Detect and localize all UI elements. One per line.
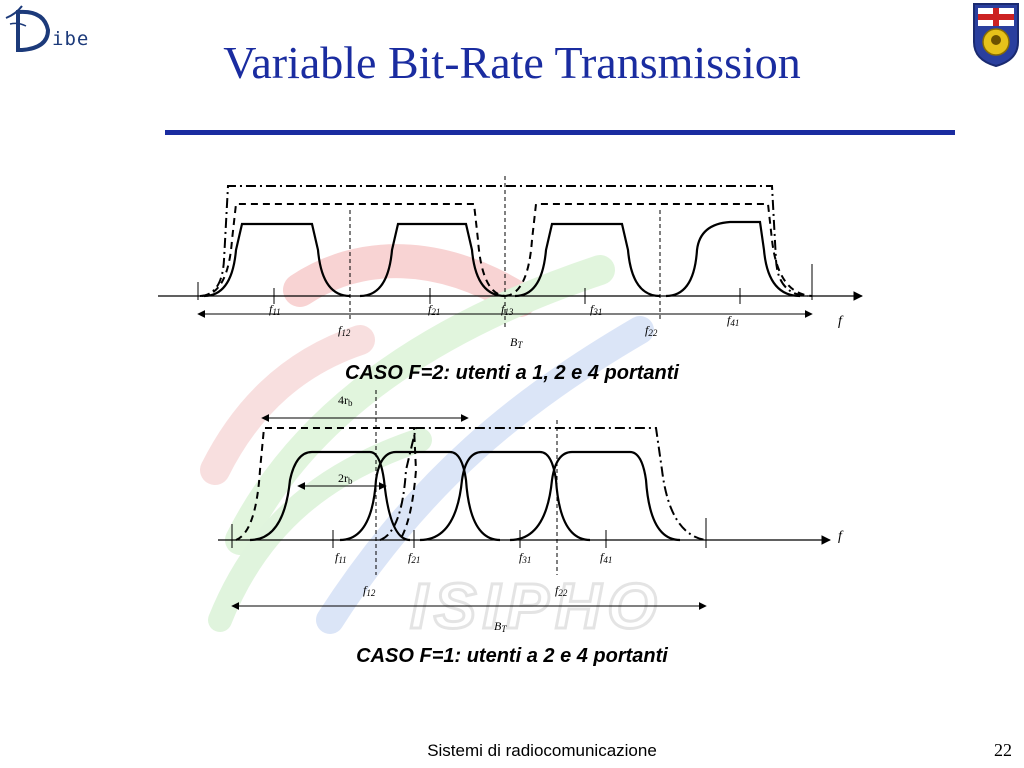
title-rule — [165, 130, 955, 135]
axis-label-f: f — [838, 314, 844, 329]
label-f21: f21 — [428, 302, 440, 317]
label-2rb: 2rb — [338, 471, 353, 486]
label-4rb: 4rb — [338, 393, 353, 408]
dibe-logo — [5, 5, 51, 52]
slide-title: Variable Bit-Rate Transmission — [223, 37, 801, 88]
label-f22: f22 — [645, 323, 658, 338]
label-f22: f22 — [555, 583, 568, 598]
top-labels: f11 f21 f13 f31 f41 f12 f22 BT f — [269, 302, 844, 350]
footer-text: Sistemi di radiocomunicazione — [427, 741, 657, 760]
label-bt: BT — [494, 619, 507, 634]
label-f31: f31 — [590, 302, 602, 317]
page-number: 22 — [994, 740, 1012, 760]
label-f31: f31 — [519, 550, 531, 565]
label-f13: f13 — [501, 302, 514, 317]
caption-bottom: CASO F=1: utenti a 2 e 4 portanti — [356, 645, 668, 667]
label-f11: f11 — [335, 550, 347, 565]
caption-top: CASO F=2: utenti a 1, 2 e 4 portanti — [345, 362, 679, 384]
bottom-spectrum — [218, 390, 831, 610]
label-bt: BT — [510, 335, 523, 350]
label-f12: f12 — [338, 323, 351, 338]
university-crest-icon — [973, 3, 1019, 68]
top-spectrum — [158, 176, 863, 330]
label-f41: f41 — [600, 550, 612, 565]
logo-text: ibe — [52, 28, 90, 50]
label-f11: f11 — [269, 302, 281, 317]
label-f41: f41 — [727, 313, 739, 328]
bottom-labels: 4rb 2rb f11 f21 f31 f41 f12 f22 BT f — [335, 393, 844, 634]
label-f12: f12 — [363, 583, 376, 598]
axis-label-f: f — [838, 529, 844, 544]
label-f21: f21 — [408, 550, 420, 565]
